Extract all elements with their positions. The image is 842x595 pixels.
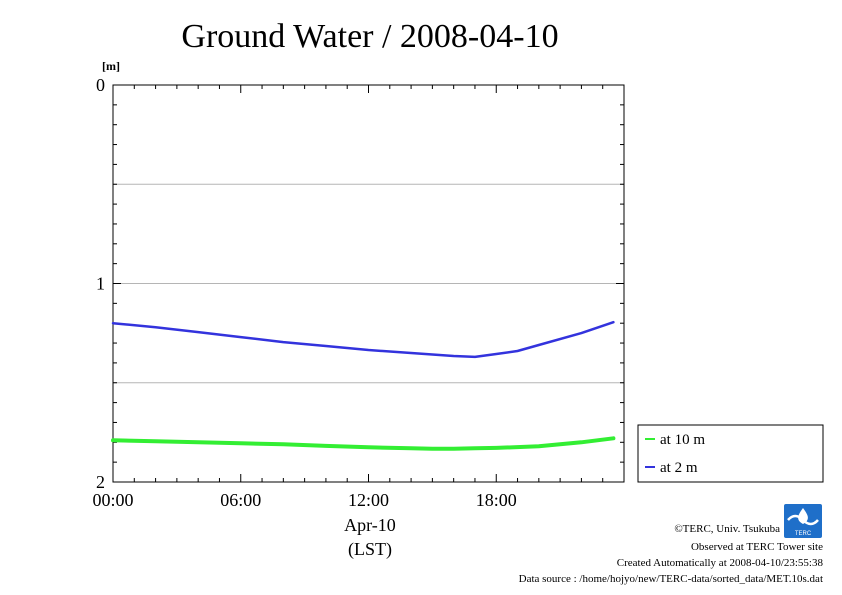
- terc-logo: TERC: [784, 504, 822, 538]
- x-tick-label-3: 18:00: [476, 490, 517, 510]
- legend-label-2m: at 2 m: [660, 460, 698, 476]
- terc-logo-text: TERC: [795, 531, 812, 537]
- legend: at 10 m at 2 m: [637, 424, 824, 483]
- series-line-2m: [111, 320, 615, 359]
- x-tick-label-2: 12:00: [348, 490, 389, 510]
- source-text: Data source : /home/hojyo/new/TERC-data/…: [519, 573, 823, 585]
- gridlines: [113, 183, 624, 384]
- x-tick-label-0: 00:00: [92, 490, 133, 510]
- y-tick-label-0: 0: [96, 75, 105, 95]
- created-text: Created Automatically at 2008-04-10/23:5…: [617, 557, 824, 569]
- copyright-text: ©TERC, Univ. Tsukuba: [674, 523, 780, 535]
- y-tick-label-2: 2: [96, 472, 105, 492]
- x-tick-label-1: 06:00: [220, 490, 261, 510]
- series-line-10m: [111, 436, 616, 451]
- legend-label-10m: at 10 m: [660, 432, 705, 448]
- legend-box: [637, 424, 824, 483]
- y-axis-label: [m]: [102, 59, 120, 73]
- series-group: [111, 320, 616, 451]
- x-axis-timezone-label: (LST): [348, 539, 392, 560]
- observed-text: Observed at TERC Tower site: [691, 541, 823, 553]
- y-tick-label-1: 1: [96, 274, 105, 294]
- x-axis-date-label: Apr-10: [344, 515, 396, 535]
- axis-ticks: 0 1 200:00 06:00 12:00 18:00: [92, 75, 625, 510]
- chart-title: Ground Water / 2008-04-10: [181, 18, 558, 55]
